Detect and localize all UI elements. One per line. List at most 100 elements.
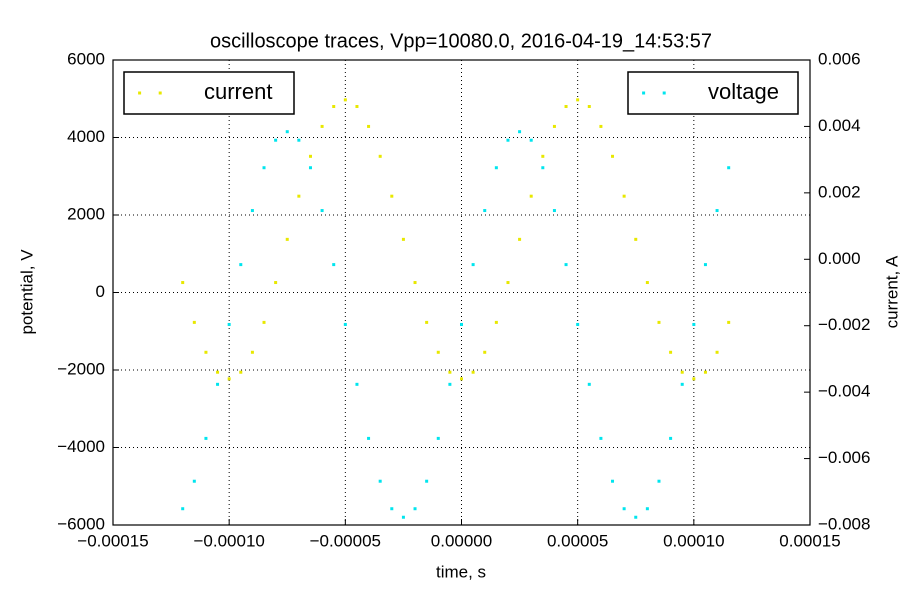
data-point [715, 350, 719, 354]
data-point [343, 98, 347, 102]
data-point [448, 382, 452, 386]
data-point [448, 370, 452, 374]
data-point [285, 237, 289, 241]
data-point [436, 350, 440, 354]
data-point [192, 320, 196, 324]
chart-title: oscilloscope traces, Vpp=10080.0, 2016-0… [210, 30, 712, 52]
data-point [250, 350, 254, 354]
y2-tick-label: −0.002 [818, 315, 870, 334]
data-point [413, 281, 417, 285]
data-point [274, 138, 278, 142]
data-point [401, 515, 405, 519]
data-point [355, 105, 359, 108]
data-point [657, 320, 661, 324]
data-point [425, 320, 429, 324]
data-point [274, 281, 278, 285]
data-point [529, 138, 533, 142]
data-point [611, 479, 615, 483]
data-point [587, 105, 591, 108]
data-point [634, 515, 638, 519]
y2-tick-label: 0.000 [818, 249, 861, 268]
y-tick-label: −4000 [57, 437, 105, 456]
data-point [645, 281, 649, 285]
data-point [227, 322, 231, 326]
data-point [308, 166, 312, 170]
data-point [390, 194, 394, 198]
data-point [460, 377, 463, 381]
legend-marker [662, 91, 666, 95]
data-point [460, 322, 463, 326]
data-point [611, 154, 615, 158]
data-point [297, 138, 301, 142]
data-point [587, 382, 591, 386]
data-point [413, 507, 417, 511]
data-point [506, 138, 510, 142]
y-tick-label: 0 [96, 282, 105, 301]
data-point [285, 130, 289, 134]
data-point [483, 350, 487, 354]
legend-box [627, 71, 799, 115]
data-point [564, 263, 568, 267]
data-point [599, 124, 603, 128]
x-tick-label: −0.00015 [77, 531, 148, 550]
data-point [634, 237, 638, 241]
data-point [262, 320, 266, 324]
y-tick-label: 2000 [67, 204, 105, 223]
data-point [378, 154, 382, 158]
x-tick-label: 0.00015 [779, 531, 840, 550]
data-point [250, 209, 254, 213]
data-point [239, 370, 243, 374]
data-point [192, 479, 196, 483]
data-point [669, 436, 673, 440]
data-point [425, 479, 429, 483]
x-tick-label: −0.00010 [193, 531, 264, 550]
x-axis-label: time, s [436, 562, 486, 581]
x-tick-label: 0.00000 [431, 531, 492, 550]
data-point [483, 209, 487, 213]
data-point [564, 105, 568, 108]
legend-box [123, 71, 295, 115]
y2-tick-label: 0.006 [818, 49, 861, 68]
data-point [355, 382, 359, 386]
legend-label: voltage [708, 79, 779, 104]
y2-tick-label: 0.002 [818, 182, 861, 201]
x-tick-label: 0.00010 [663, 531, 724, 550]
legend: voltage [627, 71, 799, 115]
data-point [622, 194, 626, 198]
data-point [181, 281, 185, 285]
data-point [332, 105, 336, 108]
x-tick-label: 0.00005 [547, 531, 608, 550]
data-point [727, 320, 731, 324]
data-point [506, 281, 510, 285]
legend-marker [642, 91, 646, 95]
data-point [297, 194, 301, 198]
legend-label: current [204, 79, 272, 104]
y-tick-label: 6000 [67, 49, 105, 68]
data-point [204, 436, 208, 440]
data-point [494, 320, 498, 324]
data-point [320, 209, 324, 213]
data-point [645, 507, 649, 511]
data-point [216, 382, 220, 386]
data-point [471, 263, 475, 267]
data-point [262, 166, 266, 170]
data-point [576, 322, 580, 326]
data-point [518, 130, 522, 134]
y2-tick-label: −0.008 [818, 514, 870, 533]
y-tick-label: 4000 [67, 127, 105, 146]
y2-tick-label: 0.004 [818, 116, 861, 135]
data-point [669, 350, 673, 354]
y2-tick-label: −0.006 [818, 448, 870, 467]
data-point [541, 154, 545, 158]
legend: current [123, 71, 295, 115]
data-point [332, 263, 336, 267]
data-point [494, 166, 498, 170]
data-point [692, 322, 696, 326]
data-point [622, 507, 626, 511]
legend-marker [138, 91, 142, 95]
data-point [401, 237, 405, 241]
data-point [367, 124, 371, 128]
data-point [703, 370, 707, 374]
x-tick-label: −0.00005 [310, 531, 381, 550]
y2-tick-label: −0.004 [818, 382, 870, 401]
